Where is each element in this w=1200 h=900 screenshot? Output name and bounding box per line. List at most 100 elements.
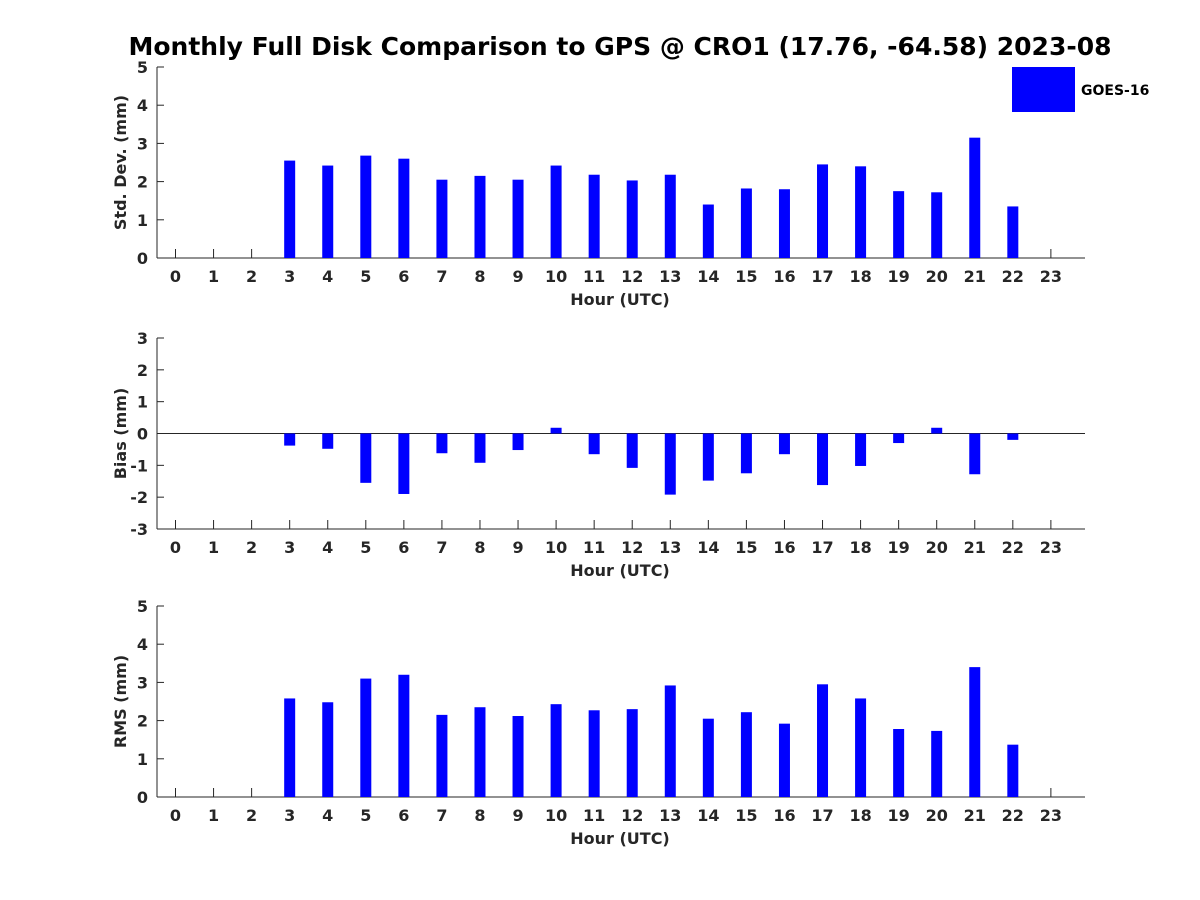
x-tick-label: 16 [773,267,795,286]
bar-hour-19 [893,191,905,258]
x-tick-label: 4 [322,806,333,825]
bar-hour-8 [474,175,486,258]
x-tick-label: 7 [436,806,447,825]
x-tick-label: 10 [545,806,567,825]
x-tick-label: 21 [964,806,986,825]
x-tick-label: 8 [474,538,485,557]
bar-hour-10 [550,165,562,258]
x-tick-label: 21 [964,267,986,286]
x-tick-label: 4 [322,538,333,557]
bar-hour-11 [588,710,600,797]
x-tick-label: 1 [208,806,219,825]
x-tick-label: 22 [1002,538,1024,557]
y-tick-label: 2 [137,712,148,731]
legend-label: GOES-16 [1081,83,1149,99]
x-tick-label: 14 [697,267,719,286]
bar-hour-16 [778,189,790,258]
x-tick-label: 6 [398,538,409,557]
bar-hour-7 [436,714,448,797]
x-tick-label: 22 [1002,267,1024,286]
x-tick-label: 18 [849,806,871,825]
bar-hour-6 [398,433,410,494]
x-tick-label: 15 [735,267,757,286]
bar-hour-18 [855,698,867,797]
bar-hour-4 [322,165,334,258]
bar-hour-9 [512,433,524,451]
bar-hour-9 [512,716,524,797]
x-tick-label: 1 [208,538,219,557]
bar-hour-5 [360,155,372,258]
bar-hour-21 [969,667,981,797]
bar-hour-12 [626,709,638,797]
x-tick-label: 17 [811,538,833,557]
legend-swatch-goes-16 [1012,67,1075,112]
x-tick-label: 0 [170,267,181,286]
bar-hour-6 [398,158,410,258]
bar-hour-21 [969,137,981,258]
x-tick-label: 6 [398,806,409,825]
bar-hour-3 [284,433,296,446]
bar-hour-5 [360,678,372,797]
legend: GOES-16 [1012,67,1149,112]
bar-hour-14 [702,433,714,481]
x-tick-label: 7 [436,538,447,557]
y-tick-label: 4 [137,635,148,654]
x-tick-label: 9 [512,806,523,825]
y-tick-label: 1 [137,211,148,230]
bar-hour-12 [626,180,638,258]
x-tick-label: 17 [811,806,833,825]
x-tick-label: 12 [621,538,643,557]
x-axis-label: Hour (UTC) [570,561,670,580]
chart-title: Monthly Full Disk Comparison to GPS @ CR… [128,32,1111,61]
bar-hour-19 [893,433,905,444]
bar-hour-17 [817,433,829,486]
x-tick-label: 13 [659,538,681,557]
x-axis-label: Hour (UTC) [570,290,670,309]
x-tick-label: 22 [1002,806,1024,825]
x-tick-label: 6 [398,267,409,286]
bar-hour-13 [664,174,676,258]
x-tick-label: 19 [888,267,910,286]
x-tick-label: 12 [621,267,643,286]
y-tick-label: 5 [137,58,148,77]
y-axis-label: Std. Dev. (mm) [111,95,130,230]
bar-hour-8 [474,707,486,797]
bar-hour-16 [778,433,790,455]
x-tick-label: 23 [1040,806,1062,825]
y-tick-label: 0 [137,425,148,444]
y-tick-label: 0 [137,249,148,268]
x-tick-label: 2 [246,538,257,557]
bar-hour-13 [664,433,676,495]
x-tick-label: 10 [545,267,567,286]
y-axis-label: Bias (mm) [111,388,130,480]
x-tick-label: 9 [512,267,523,286]
y-tick-label: -1 [130,456,148,475]
bar-hour-17 [817,164,829,258]
y-tick-label: 3 [137,329,148,348]
bar-hour-11 [588,174,600,258]
x-tick-label: 8 [474,806,485,825]
x-tick-label: 21 [964,538,986,557]
bar-hour-7 [436,433,448,454]
bar-hour-20 [931,730,943,797]
y-tick-label: 2 [137,173,148,192]
x-tick-label: 5 [360,267,371,286]
bar-hour-8 [474,433,486,463]
y-tick-label: -3 [130,520,148,539]
x-tick-label: 15 [735,538,757,557]
x-tick-label: 18 [849,267,871,286]
bar-hour-18 [855,433,867,466]
y-tick-label: 4 [137,96,148,115]
bar-hour-17 [817,684,829,797]
bar-hour-19 [893,729,905,797]
bar-hour-22 [1007,744,1019,797]
bar-hour-12 [626,433,638,468]
bar-hour-10 [550,704,562,797]
y-axis-label: RMS (mm) [111,655,130,748]
x-tick-label: 19 [888,538,910,557]
x-tick-label: 4 [322,267,333,286]
